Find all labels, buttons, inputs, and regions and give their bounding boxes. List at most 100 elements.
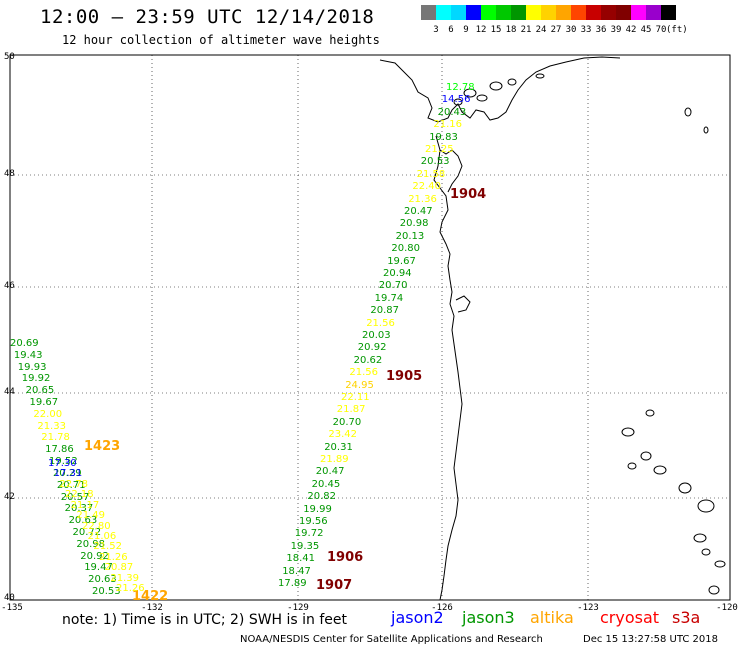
wave-height-value: 20.29	[52, 467, 82, 479]
wave-height-value: 20.43	[437, 106, 467, 118]
wave-height-value: 21.78	[41, 432, 70, 444]
wave-height-value: 21.26	[99, 551, 128, 563]
pass-label-1906: 1906	[327, 550, 364, 565]
wave-height-value: 20.98	[399, 218, 429, 230]
legend-label: 42	[625, 25, 637, 35]
wave-height-value: 21.39	[110, 572, 139, 584]
wave-height-value: 21.49	[76, 510, 105, 522]
pass-label-1905: 1905	[386, 369, 423, 384]
wave-height-value: 20.71	[56, 479, 86, 491]
wave-height-value: 20.80	[391, 243, 421, 255]
wave-height-value: 20.47	[404, 206, 433, 217]
legend-label: 24	[535, 25, 547, 35]
wave-height-value: 20.03	[362, 330, 391, 341]
timestamp: Dec 15 13:27:58 UTC 2018	[583, 634, 718, 645]
grid	[10, 55, 730, 600]
wave-height-value: 18.47	[282, 565, 311, 577]
wave-height-value: 21.58	[416, 168, 446, 180]
legend-swatch	[631, 5, 646, 20]
wave-height-value: 17.89	[278, 578, 307, 589]
wave-height-value: 20.57	[60, 491, 90, 503]
wave-height-value: 20.87	[104, 562, 134, 574]
legend-label: 18	[505, 25, 517, 35]
legend-label: 36	[595, 25, 607, 35]
sat-label-s3a: s3a	[672, 608, 701, 627]
map-frame	[9, 54, 731, 601]
pass-label-1904: 1904	[450, 187, 487, 202]
wave-height-value: 19.93	[17, 361, 47, 373]
wave-height-value: 20.70	[378, 280, 408, 292]
wave-height-value: 19.47	[84, 562, 113, 574]
wave-height-value: 20.87	[370, 305, 400, 317]
wave-height-value: 20.47	[315, 466, 345, 478]
wave-height-value: 19.67	[29, 397, 59, 409]
wave-height-value: 21.06	[87, 530, 117, 542]
legend-swatch	[421, 5, 436, 20]
wave-height-value: 21.56	[366, 317, 395, 329]
wave-height-value: 18.41	[286, 553, 316, 565]
lon-tick-129: -129	[287, 603, 309, 613]
lon-tick-135: -135	[1, 603, 23, 613]
wave-height-value: 20.45	[311, 478, 341, 490]
wave-height-value: 20.92	[80, 550, 109, 562]
lon-tick-120: -120	[716, 603, 738, 613]
wave-height-value: 21.36	[408, 193, 437, 205]
wave-height-value: 19.67	[387, 255, 416, 267]
wave-height-value: 20.69	[10, 338, 39, 349]
legend-label: 15	[490, 25, 502, 35]
legend-swatch	[526, 5, 541, 20]
wave-height-value: 19.72	[294, 528, 324, 540]
wave-height-value: 19.99	[303, 503, 332, 515]
coastline	[379, 56, 621, 601]
wave-height-value: 21.16	[433, 119, 463, 131]
wave-height-value: 21.33	[37, 420, 66, 432]
legend-swatch	[661, 5, 676, 20]
legend-swatch	[646, 5, 661, 20]
sat-label-jason2: jason2	[391, 608, 444, 627]
wave-height-value: 20.31	[324, 441, 353, 453]
legend-swatch	[586, 5, 601, 20]
wave-height-value: 22.80	[82, 520, 111, 532]
wave-height-value: 20.62	[353, 354, 383, 366]
wave-height-value: 21.26	[116, 583, 145, 594]
wave-height-value: 20.94	[383, 268, 412, 279]
lat-tick-50: 50	[4, 52, 15, 62]
wave-height-value: 20.98	[76, 538, 106, 550]
wave-height-value: 20.53	[420, 156, 450, 168]
wave-height-value: 20.72	[72, 526, 102, 538]
sat-label-cryosat: cryosat	[600, 608, 660, 627]
credit-text: NOAA/NESDIS Center for Satellite Applica…	[240, 634, 543, 645]
wave-height-value: 20.92	[357, 342, 387, 354]
lon-tick-126: -126	[431, 603, 453, 613]
legend-swatch	[481, 5, 496, 20]
lat-tick-40: 40	[4, 593, 15, 603]
wave-height-value: 17.31	[53, 468, 83, 480]
wave-height-value: 19.92	[21, 373, 51, 385]
legend-label: 6	[448, 25, 454, 35]
legend-swatch	[571, 5, 586, 20]
lat-tick-44: 44	[4, 387, 15, 397]
legend-label: 12	[475, 25, 487, 35]
legend-swatch	[616, 5, 631, 20]
wave-height-value: 20.82	[307, 491, 337, 503]
pass-label-1907: 1907	[316, 578, 353, 593]
legend-unit: (ft)	[666, 25, 688, 35]
lon-tick-132: -132	[141, 603, 163, 613]
legend-swatch	[556, 5, 571, 20]
wave-height-value: 20.53	[92, 586, 121, 597]
wave-height-value: 20.70	[332, 416, 362, 428]
legend-swatch	[451, 5, 466, 20]
legend-label: 27	[550, 25, 562, 35]
islands	[453, 73, 726, 595]
legend-swatch	[511, 5, 526, 20]
legend-swatch	[601, 5, 616, 20]
footer-note: note: 1) Time is in UTC; 2) SWH is in fe…	[62, 612, 348, 628]
wave-height-value: 19.56	[299, 516, 328, 527]
legend-label: 39	[610, 25, 622, 35]
wave-height-value: 12.78	[446, 82, 475, 93]
wave-height-value: 14.56	[441, 94, 471, 106]
wave-height-value: 21.87	[336, 404, 366, 416]
legend-swatch	[436, 5, 451, 20]
wave-height-value: 19.74	[374, 292, 404, 304]
